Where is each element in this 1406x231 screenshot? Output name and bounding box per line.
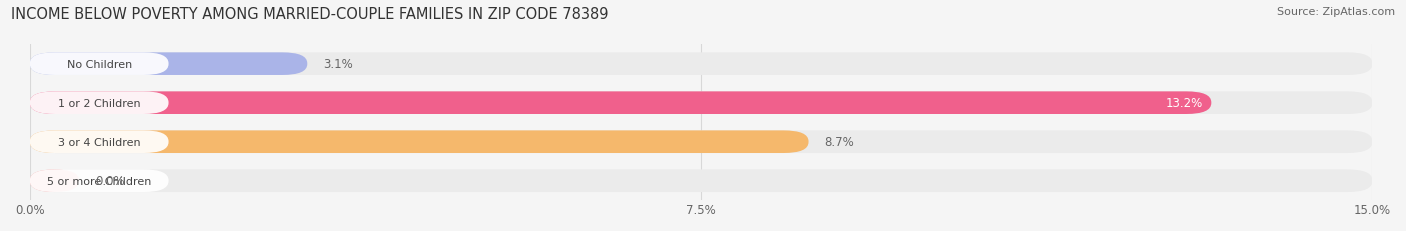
FancyBboxPatch shape: [30, 92, 1372, 115]
FancyBboxPatch shape: [30, 170, 79, 192]
FancyBboxPatch shape: [30, 170, 1372, 192]
FancyBboxPatch shape: [30, 53, 169, 76]
Text: No Children: No Children: [66, 59, 132, 69]
Text: INCOME BELOW POVERTY AMONG MARRIED-COUPLE FAMILIES IN ZIP CODE 78389: INCOME BELOW POVERTY AMONG MARRIED-COUPL…: [11, 7, 609, 22]
FancyBboxPatch shape: [30, 131, 1372, 153]
FancyBboxPatch shape: [30, 170, 169, 192]
Text: 0.0%: 0.0%: [96, 174, 125, 187]
FancyBboxPatch shape: [30, 131, 808, 153]
FancyBboxPatch shape: [30, 131, 169, 153]
Text: 3 or 4 Children: 3 or 4 Children: [58, 137, 141, 147]
Text: 1 or 2 Children: 1 or 2 Children: [58, 98, 141, 108]
FancyBboxPatch shape: [30, 92, 1212, 115]
FancyBboxPatch shape: [30, 53, 308, 76]
FancyBboxPatch shape: [30, 53, 1372, 76]
Text: 3.1%: 3.1%: [323, 58, 353, 71]
Text: 13.2%: 13.2%: [1166, 97, 1204, 110]
Text: Source: ZipAtlas.com: Source: ZipAtlas.com: [1277, 7, 1395, 17]
Text: 5 or more Children: 5 or more Children: [46, 176, 152, 186]
FancyBboxPatch shape: [30, 92, 169, 115]
Text: 8.7%: 8.7%: [825, 136, 855, 149]
